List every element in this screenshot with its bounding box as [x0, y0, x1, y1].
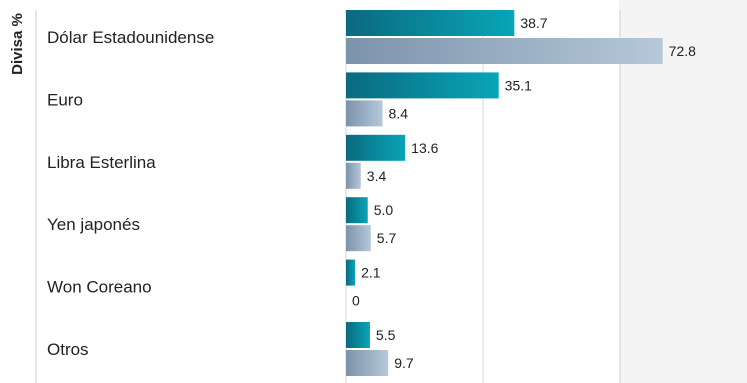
bar-series-1 [346, 134, 406, 161]
bar-series-1 [346, 197, 368, 224]
category-label: Won Coreano [47, 278, 152, 297]
y-axis-title: Divisa % [9, 13, 26, 75]
bar-series-2 [346, 162, 361, 189]
data-label: 38.7 [520, 15, 547, 31]
category-labels: Dólar Estadounidense Euro Libra Esterlina Y… [47, 28, 214, 359]
bar-series-1 [346, 322, 370, 348]
bar-series-1 [346, 72, 499, 99]
data-label: 8.4 [389, 105, 409, 121]
bar-series-2 [346, 350, 389, 376]
category-label: Euro [47, 90, 83, 109]
data-label: 35.1 [505, 77, 532, 93]
bar-series-1 [346, 10, 515, 36]
data-label: 0 [352, 293, 360, 309]
data-label: 5.0 [374, 202, 394, 218]
grid-lines [345, 10, 621, 383]
category-label: Dólar Estadounidense [47, 28, 214, 47]
bar-series-2 [346, 38, 663, 64]
bar-series-2 [346, 100, 383, 127]
category-label: Otros [47, 340, 89, 359]
data-label: 2.1 [361, 265, 381, 281]
bar-series-2 [346, 225, 371, 252]
bars: 38.7 72.8 35.1 8.4 13.6 3.4 5.0 5.7 2.10 5.5 9.7 [346, 10, 696, 376]
data-label: 5.5 [376, 327, 396, 343]
data-label: 5.7 [377, 230, 397, 246]
bar-series-1 [346, 259, 356, 286]
data-label: 13.6 [411, 140, 438, 156]
data-label: 72.8 [669, 43, 696, 59]
data-label: 3.4 [367, 168, 387, 184]
category-label: Yen japonés [47, 215, 140, 234]
data-label: 9.7 [394, 355, 414, 371]
category-label: Libra Esterlina [47, 153, 156, 172]
